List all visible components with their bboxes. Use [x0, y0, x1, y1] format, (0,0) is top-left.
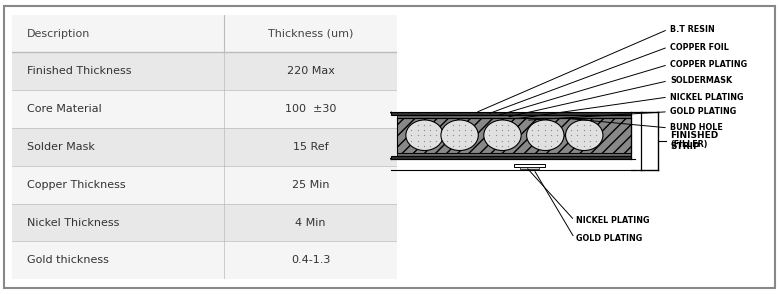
Text: FINISHED
STRIP: FINISHED STRIP	[670, 131, 718, 151]
Bar	[12, 128, 397, 166]
Text: B.T RESIN: B.T RESIN	[670, 25, 714, 34]
Bar	[559, 119, 571, 151]
Text: Description: Description	[27, 29, 90, 39]
Text: NICKEL PLATING: NICKEL PLATING	[670, 93, 743, 101]
Bar	[516, 119, 532, 151]
Text: 15 Ref: 15 Ref	[293, 142, 328, 152]
Ellipse shape	[484, 120, 521, 151]
Text: Nickel Thickness: Nickel Thickness	[27, 218, 119, 228]
Text: 100  ±30: 100 ±30	[285, 104, 337, 114]
Ellipse shape	[441, 120, 478, 151]
Text: Copper Thickness: Copper Thickness	[27, 180, 125, 190]
Text: 4 Min: 4 Min	[295, 218, 326, 228]
Bar	[12, 204, 397, 241]
Text: 25 Min: 25 Min	[292, 180, 330, 190]
Text: Gold thickness: Gold thickness	[27, 255, 109, 265]
Text: COPPER PLATING: COPPER PLATING	[670, 60, 747, 69]
Bar	[397, 115, 631, 118]
Ellipse shape	[406, 120, 443, 151]
Text: Core Material: Core Material	[27, 104, 102, 114]
Text: SOLDERMASK: SOLDERMASK	[670, 76, 732, 85]
Bar	[397, 118, 631, 153]
Bar	[391, 112, 631, 115]
Text: GOLD PLATING: GOLD PLATING	[670, 107, 736, 116]
Text: GOLD PLATING: GOLD PLATING	[576, 234, 643, 243]
Bar	[12, 241, 397, 279]
Bar	[12, 53, 397, 90]
Bar	[438, 119, 446, 151]
Bar	[520, 167, 540, 168]
Text: BUND HOLE: BUND HOLE	[670, 123, 723, 132]
Bar	[397, 153, 631, 156]
Bar	[473, 119, 489, 151]
Bar	[391, 156, 631, 159]
Text: Thickness (um): Thickness (um)	[268, 29, 353, 39]
Ellipse shape	[527, 120, 564, 151]
Bar	[514, 164, 545, 167]
Bar	[12, 166, 397, 204]
Bar	[12, 15, 397, 53]
Text: (FILLER): (FILLER)	[670, 140, 707, 148]
Text: Finished Thickness: Finished Thickness	[27, 66, 132, 76]
Text: 220 Max: 220 Max	[287, 66, 334, 76]
Text: COPPER FOIL: COPPER FOIL	[670, 43, 729, 51]
Text: NICKEL PLATING: NICKEL PLATING	[576, 216, 650, 225]
Ellipse shape	[566, 120, 603, 151]
Text: 0.4-1.3: 0.4-1.3	[291, 255, 330, 265]
Text: Solder Mask: Solder Mask	[27, 142, 95, 152]
Bar	[12, 90, 397, 128]
